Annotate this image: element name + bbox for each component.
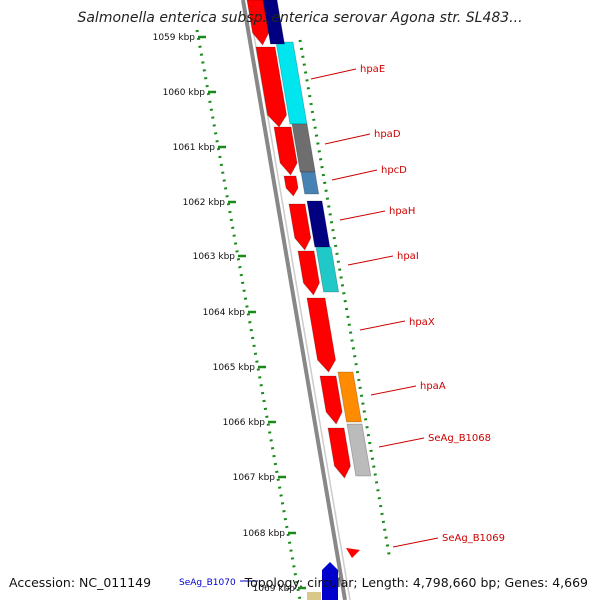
tick-label: 1069 kbp xyxy=(253,584,296,594)
cds-arrow-2 xyxy=(273,126,298,176)
tick-label: 1068 kbp xyxy=(243,529,286,539)
leader-line xyxy=(392,537,439,548)
tick-1: 1060 kbp xyxy=(163,88,216,98)
tick-label: 1061 kbp xyxy=(173,143,216,153)
gene-label-SeAg_B1069[interactable]: SeAg_B1069 xyxy=(392,533,505,548)
leader-line xyxy=(370,385,417,396)
tick-3: 1062 kbp xyxy=(183,198,236,208)
gene-label-text[interactable]: hpcD xyxy=(381,165,407,176)
tick-10: 1069 kbp xyxy=(253,584,306,594)
cds-arrow-8 xyxy=(327,427,351,479)
cds-arrow-3 xyxy=(283,175,299,197)
tick-6: 1065 kbp xyxy=(213,363,266,373)
gene-label-layer: hpaE hpaD hpcD hpaH hpaI hpaX hpaA SeAg_B1068 Se… xyxy=(179,64,505,588)
cds-arrow-5 xyxy=(297,250,320,296)
gene-block-hpaI xyxy=(315,246,340,293)
tick-5: 1064 kbp xyxy=(203,308,256,318)
gene-label-hpcD[interactable]: hpcD xyxy=(331,165,407,181)
gene-block-top-partial xyxy=(262,0,285,45)
tick-7: 1066 kbp xyxy=(223,418,276,428)
leader-line xyxy=(347,255,394,266)
tick-8: 1067 kbp xyxy=(233,473,286,483)
gene-label-text[interactable]: SeAg_B1068 xyxy=(428,433,491,444)
tick-label: 1064 kbp xyxy=(203,308,246,318)
tick-4: 1063 kbp xyxy=(193,252,246,262)
gene-label-hpaX[interactable]: hpaX xyxy=(359,317,435,331)
gene-block-SeAg_B1068 xyxy=(346,423,372,477)
gene-label-text[interactable]: SeAg_B1069 xyxy=(442,533,505,544)
gene-label-text[interactable]: hpaH xyxy=(389,206,415,217)
gene-block-hpaD xyxy=(291,123,316,173)
gene-block-hpcD xyxy=(300,171,320,195)
genome-backbone xyxy=(241,0,351,600)
leader-line xyxy=(324,133,371,145)
tick-label: 1066 kbp xyxy=(223,418,266,428)
leader-line xyxy=(378,437,425,448)
leader-line xyxy=(339,210,386,221)
leader-line xyxy=(359,320,406,331)
feature-track xyxy=(246,0,372,600)
tick-9: 1068 kbp xyxy=(243,529,296,539)
backbone-highlight xyxy=(247,0,351,600)
gene-label-text[interactable]: hpaE xyxy=(360,64,385,75)
tick-dot-track xyxy=(195,29,392,600)
gene-label-text[interactable]: SeAg_B1070 xyxy=(179,578,236,588)
tick-label: 1062 kbp xyxy=(183,198,226,208)
accession-text: Accession: NC_011149 xyxy=(9,575,151,590)
gene-label-hpaD[interactable]: hpaD xyxy=(324,129,401,145)
tick-label: 1059 kbp xyxy=(153,33,196,43)
gene-label-SeAg_B1068[interactable]: SeAg_B1068 xyxy=(378,433,491,448)
cds-arrow-6 xyxy=(306,297,336,373)
gene-label-SeAg_B1070[interactable]: SeAg_B1070 xyxy=(179,578,258,588)
gene-label-hpaI[interactable]: hpaI xyxy=(347,251,419,266)
gene-label-text[interactable]: hpaD xyxy=(374,129,401,140)
tick-label: 1065 kbp xyxy=(213,363,256,373)
cds-arrow-7 xyxy=(319,375,343,425)
gene-label-hpaA[interactable]: hpaA xyxy=(370,381,446,396)
gene-label-hpaH[interactable]: hpaH xyxy=(339,206,415,221)
tick-0: 1059 kbp xyxy=(153,33,206,43)
leader-line xyxy=(331,169,378,181)
cds-arrow-4 xyxy=(288,203,312,251)
gene-arrow-SeAg_B1070 xyxy=(322,562,338,600)
gene-arrow-SeAg_B1069 xyxy=(346,548,360,558)
gene-block-hpaH xyxy=(306,200,331,248)
tick-label-layer: 1059 kbp 1060 kbp 1061 kbp 1062 kbp 1063 kbp… xyxy=(153,33,306,594)
gene-block-hpaA xyxy=(337,371,362,423)
gene-label-text[interactable]: hpaA xyxy=(420,381,446,392)
gene-label-hpaE[interactable]: hpaE xyxy=(310,64,385,80)
inner-dot-track xyxy=(195,29,302,600)
gene-label-text[interactable]: hpaI xyxy=(397,251,419,262)
tick-label: 1067 kbp xyxy=(233,473,276,483)
tick-2: 1061 kbp xyxy=(173,143,226,153)
gene-label-text[interactable]: hpaX xyxy=(409,317,435,328)
genome-summary-text: Topology: circular; Length: 4,798,660 bp… xyxy=(244,575,588,590)
map-title: Salmonella enterica subsp. enterica sero… xyxy=(77,10,522,26)
gene-block-bottom-partial xyxy=(307,592,321,600)
cds-arrow-1 xyxy=(255,46,287,128)
tick-label: 1060 kbp xyxy=(163,88,206,98)
backbone-line xyxy=(241,0,347,600)
leader-line xyxy=(310,68,357,80)
cds-arrow-0 xyxy=(246,0,270,46)
tick-label: 1063 kbp xyxy=(193,252,236,262)
